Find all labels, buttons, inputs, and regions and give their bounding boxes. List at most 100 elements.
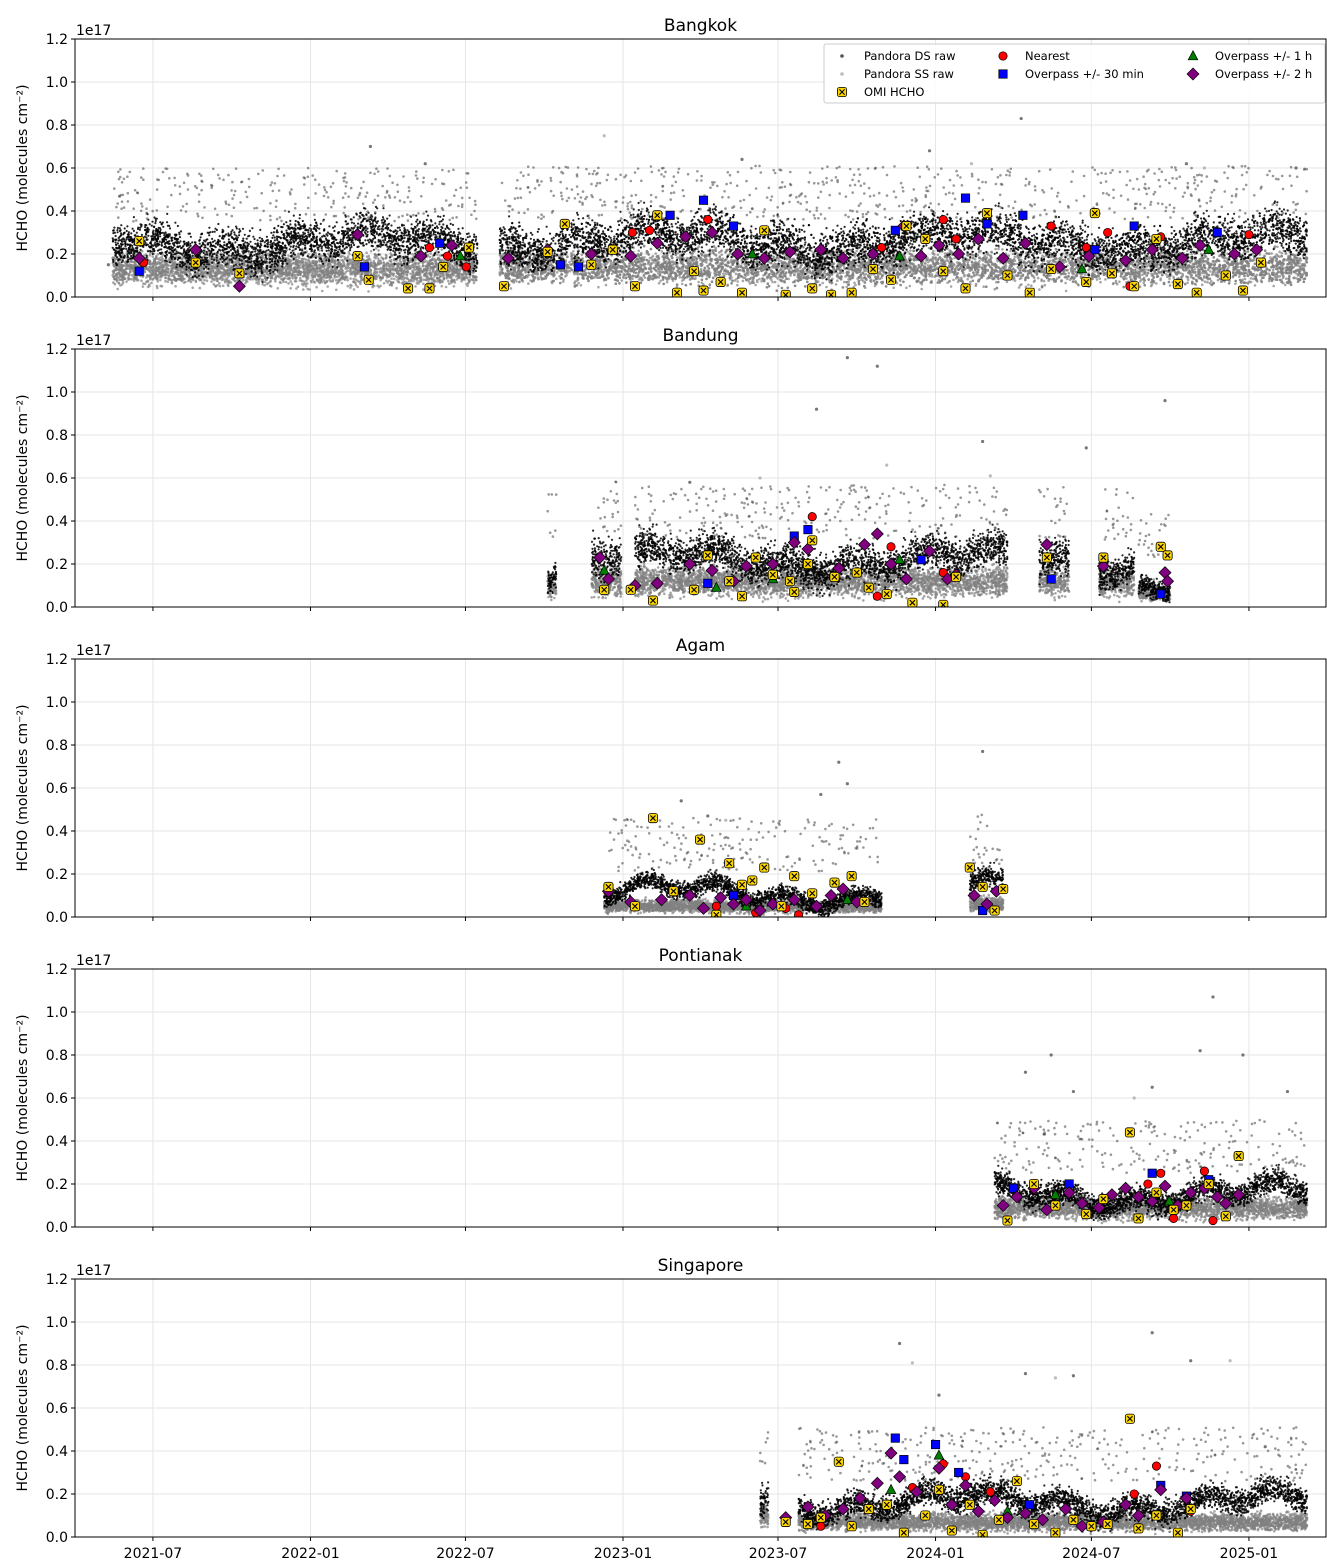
ds-raw-point xyxy=(207,272,209,274)
ss-raw-point xyxy=(217,271,220,274)
ss-raw-point xyxy=(385,255,388,258)
ss-raw-point xyxy=(301,266,304,269)
ss-raw-point xyxy=(460,280,463,283)
ds-raw-point xyxy=(262,281,264,283)
ds-raw-point xyxy=(315,245,317,247)
ss-raw-point xyxy=(190,281,193,284)
ds-raw-point xyxy=(395,258,397,260)
ss-raw-point xyxy=(285,281,288,284)
ss-raw-point xyxy=(219,285,222,288)
ds-raw-point xyxy=(315,229,317,231)
ss-raw-point xyxy=(443,277,446,280)
ss-raw-point xyxy=(383,262,386,265)
ss-raw-point xyxy=(367,290,370,293)
ss-raw-point xyxy=(427,281,430,284)
ss-raw-point xyxy=(133,264,136,267)
ss-raw-point xyxy=(401,270,404,273)
ds-raw-point xyxy=(317,249,319,251)
ss-raw-point xyxy=(369,264,372,267)
ds-raw-point xyxy=(315,237,317,239)
ss-raw-point xyxy=(279,282,282,285)
ss-raw-point xyxy=(338,274,341,277)
ss-raw-point xyxy=(451,273,454,276)
ds-raw-point xyxy=(231,242,233,244)
ds-raw-point xyxy=(207,248,209,250)
ss-raw-point xyxy=(113,271,116,274)
raw-data-layer xyxy=(107,117,1308,293)
ss-raw-point xyxy=(346,270,349,273)
ds-raw-point xyxy=(422,224,424,226)
ss-raw-point xyxy=(171,279,174,282)
ds-raw-point xyxy=(410,227,412,229)
ss-raw-point xyxy=(156,278,159,281)
ss-raw-point xyxy=(266,272,269,275)
ss-raw-point xyxy=(318,278,321,281)
ss-raw-point xyxy=(360,272,363,275)
ds-raw-point xyxy=(152,253,154,255)
ds-raw-point xyxy=(170,246,172,248)
ds-raw-point xyxy=(205,266,207,268)
ss-raw-point xyxy=(393,278,396,281)
ds-raw-point xyxy=(164,255,166,257)
ss-raw-point xyxy=(340,267,343,270)
ds-raw-point xyxy=(181,254,183,256)
ds-raw-point xyxy=(472,270,474,272)
ds-raw-point xyxy=(203,250,205,252)
ss-raw-point xyxy=(149,266,152,269)
ss-raw-point xyxy=(307,260,310,263)
ss-raw-point xyxy=(200,278,203,281)
ss-raw-point xyxy=(215,275,218,278)
ds-raw-point xyxy=(404,237,406,239)
ds-raw-point xyxy=(319,232,321,234)
ss-raw-point xyxy=(155,270,158,273)
ss-raw-point xyxy=(227,285,230,288)
ss-raw-point xyxy=(318,264,321,267)
ds-raw-point xyxy=(316,227,318,229)
ss-raw-point xyxy=(410,265,413,268)
ss-raw-point xyxy=(149,263,152,266)
ss-raw-point xyxy=(472,279,475,282)
ss-raw-point xyxy=(422,283,425,286)
ss-raw-point xyxy=(274,278,277,281)
ss-raw-point xyxy=(308,270,311,273)
ds-raw-point xyxy=(475,236,477,238)
ss-raw-point xyxy=(203,283,206,286)
ds-raw-point xyxy=(301,225,303,227)
ds-raw-point xyxy=(199,239,201,241)
ds-raw-point xyxy=(299,240,301,242)
ds-raw-point xyxy=(244,234,246,236)
ss-raw-point xyxy=(160,275,163,278)
ss-raw-point xyxy=(382,274,385,277)
ss-raw-point xyxy=(340,255,343,258)
ds-raw-point xyxy=(251,271,253,273)
ds-raw-point xyxy=(155,218,157,220)
ss-raw-point xyxy=(125,280,128,283)
ds-raw-point xyxy=(394,251,396,253)
ds-raw-point xyxy=(443,215,445,217)
ss-raw-point xyxy=(424,273,427,276)
ss-raw-point xyxy=(370,250,373,253)
ss-raw-point xyxy=(121,278,124,281)
ss-raw-point xyxy=(465,283,468,286)
ds-raw-point xyxy=(463,241,465,243)
ds-raw-point xyxy=(457,234,459,236)
ds-raw-point xyxy=(125,248,127,250)
ss-raw-point xyxy=(265,279,268,282)
ds-raw-point xyxy=(223,244,225,246)
ds-raw-point xyxy=(342,242,344,244)
ss-raw-point xyxy=(263,284,266,287)
ss-raw-point xyxy=(310,281,313,284)
ds-raw-point xyxy=(213,259,215,261)
ds-raw-point xyxy=(144,226,146,228)
ss-raw-point xyxy=(270,277,273,280)
ss-raw-point xyxy=(475,279,478,282)
ds-raw-point xyxy=(268,270,270,272)
ds-raw-point xyxy=(206,251,208,253)
ds-raw-point xyxy=(271,258,273,260)
ss-raw-point xyxy=(227,260,230,263)
ds-raw-point xyxy=(186,245,188,247)
ss-raw-point xyxy=(219,277,222,280)
ds-raw-point xyxy=(227,232,229,234)
ds-raw-point xyxy=(422,230,424,232)
ds-raw-point xyxy=(386,218,388,220)
